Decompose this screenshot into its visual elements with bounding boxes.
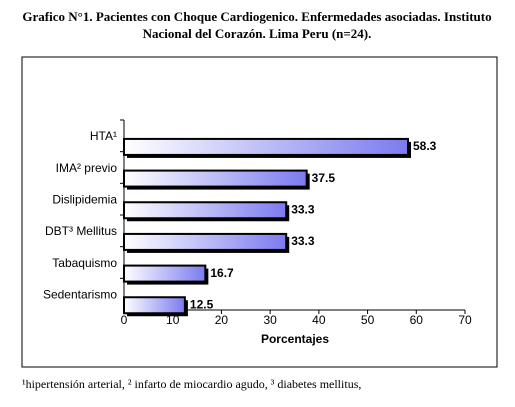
x-tick-label: 0 [121, 313, 128, 327]
x-axis-label: Porcentajes [261, 332, 329, 346]
y-tick-label: DBT³ Mellitus [45, 224, 117, 238]
x-tick-label: 60 [410, 313, 424, 327]
y-tick-label: HTA¹ [90, 129, 117, 143]
x-tick-label: 30 [263, 313, 277, 327]
bar [123, 169, 308, 188]
y-tick-label: Tabaquismo [52, 256, 117, 270]
value-label: 33.3 [291, 234, 315, 248]
value-label: 12.5 [190, 297, 214, 311]
y-tick-label: Dislipidemia [52, 192, 117, 206]
bar [123, 232, 288, 251]
x-tick-label: 10 [166, 313, 180, 327]
y-tick-label: IMA² previo [56, 161, 118, 175]
y-tick-label: Sedentarismo [43, 287, 117, 301]
chart-title: Nacional del Corazón. Lima Peru (n=24). [143, 26, 372, 41]
bar [123, 201, 288, 220]
x-tick-label: 20 [215, 313, 229, 327]
bar [123, 264, 207, 283]
chart-frame [21, 56, 498, 368]
x-tick-label: 40 [312, 313, 326, 327]
x-tick-label: 70 [458, 313, 472, 327]
bar [123, 137, 410, 156]
chart-title: Grafico N°1. Pacientes con Choque Cardio… [22, 9, 491, 24]
bar [123, 296, 186, 315]
value-label: 58.3 [413, 139, 437, 153]
x-tick-label: 50 [361, 313, 375, 327]
value-label: 16.7 [210, 266, 234, 280]
footnote: ¹hipertensión arterial, ² infarto de mio… [22, 377, 361, 391]
value-label: 33.3 [291, 202, 315, 216]
value-label: 37.5 [312, 171, 336, 185]
